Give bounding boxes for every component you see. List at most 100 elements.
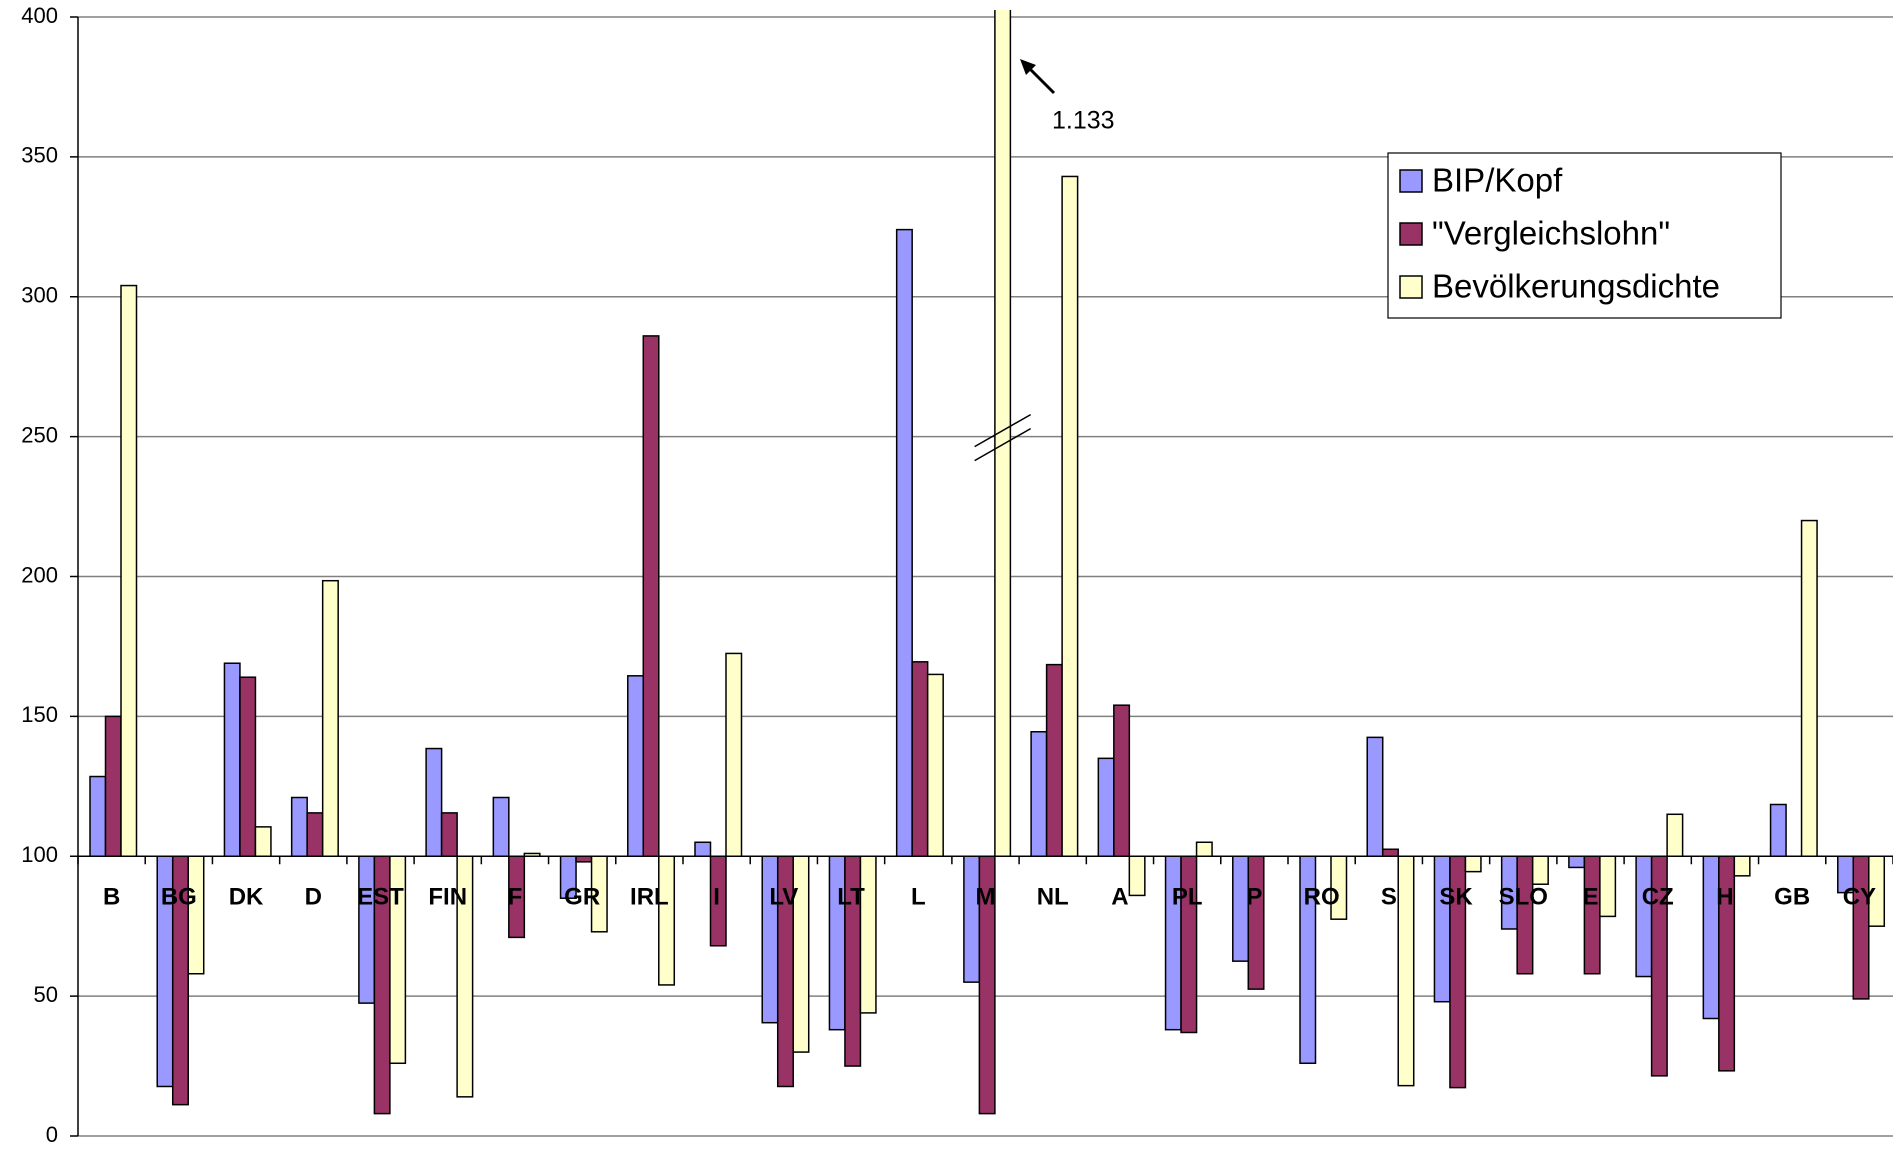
bar — [1635, 855, 1653, 978]
bar — [254, 826, 272, 857]
bar — [1599, 855, 1617, 918]
bar — [1464, 855, 1482, 873]
legend-swatch — [1399, 169, 1423, 193]
bar — [1531, 855, 1549, 885]
x-tick-label: P — [1246, 884, 1262, 911]
bar — [104, 715, 122, 857]
legend-label: Bevölkerungsdichte — [1432, 268, 1720, 305]
legend-swatch — [1399, 222, 1423, 246]
y-tick-label: 50 — [34, 982, 58, 1007]
x-tick-label: I — [713, 884, 720, 911]
x-tick-label: E — [1582, 884, 1598, 911]
bar — [1800, 519, 1818, 857]
bar — [1164, 855, 1182, 1031]
bar — [1097, 757, 1115, 858]
bar — [89, 775, 107, 857]
x-tick-label: SK — [1439, 884, 1473, 911]
bar — [1718, 855, 1736, 1072]
bar — [792, 855, 810, 1053]
bar — [1868, 855, 1886, 927]
bar — [1247, 855, 1265, 990]
x-tick-label: F — [508, 884, 523, 911]
bar — [1568, 855, 1586, 869]
bar — [290, 796, 308, 858]
bar — [1516, 855, 1534, 975]
bar — [828, 855, 846, 1031]
x-tick-label: M — [976, 884, 996, 911]
bar — [926, 673, 944, 857]
legend-label: BIP/Kopf — [1432, 162, 1563, 199]
bar — [171, 855, 189, 1106]
bar — [1650, 855, 1668, 1077]
x-tick-label: B — [103, 884, 120, 911]
x-tick-label: DK — [229, 884, 264, 911]
bar — [1381, 848, 1399, 857]
x-tick-label: RO — [1304, 884, 1340, 911]
bar — [321, 579, 339, 857]
bar — [1583, 855, 1601, 975]
bar — [1666, 813, 1684, 857]
bar — [508, 855, 526, 939]
bar — [1397, 855, 1415, 1087]
x-tick-label: FIN — [428, 884, 467, 911]
bar — [1299, 855, 1317, 1065]
x-tick-label: CZ — [1642, 884, 1674, 911]
x-tick-label: NL — [1037, 884, 1069, 911]
legend-swatch — [1399, 275, 1423, 299]
x-tick-label: PL — [1172, 884, 1203, 911]
x-tick-label: D — [305, 884, 322, 911]
x-tick-label: IRL — [630, 884, 669, 911]
bar — [859, 855, 877, 1014]
bar — [658, 855, 676, 986]
bar — [978, 855, 996, 1115]
y-tick-label: 400 — [21, 3, 58, 28]
bar — [627, 675, 645, 858]
bar — [492, 796, 510, 858]
bars — [89, 10, 1886, 1115]
arrow-head — [1020, 59, 1036, 75]
legend-box — [1387, 152, 1782, 319]
x-tick-label: GB — [1774, 884, 1810, 911]
bar — [1702, 855, 1720, 1020]
x-tick-label: H — [1716, 884, 1733, 911]
bar — [1366, 736, 1384, 858]
x-tick-label: LV — [769, 884, 798, 911]
bar — [120, 284, 138, 857]
bar — [590, 855, 608, 933]
bar — [1061, 175, 1079, 857]
x-tick-label: BG — [161, 884, 197, 911]
bar — [761, 855, 779, 1024]
bar — [1195, 841, 1213, 858]
bar — [523, 852, 541, 858]
bar — [223, 662, 241, 857]
bar — [1449, 855, 1467, 1089]
bar — [694, 841, 712, 858]
x-tick-label: L — [911, 884, 926, 911]
x-tick-label: S — [1381, 884, 1397, 911]
bar — [1180, 855, 1198, 1034]
bar — [1433, 855, 1451, 1003]
bar — [1852, 855, 1870, 1000]
y-tick-label: 200 — [21, 562, 58, 587]
x-tick-label: SLO — [1499, 884, 1548, 911]
bar — [456, 855, 474, 1098]
bar — [187, 855, 205, 975]
legend-label: "Vergleichslohn" — [1432, 215, 1670, 252]
bar — [1330, 855, 1348, 920]
y-tick-label: 300 — [21, 283, 58, 308]
bar — [994, 10, 1012, 857]
x-tick-label: A — [1111, 884, 1128, 911]
bar — [575, 855, 593, 863]
bar — [709, 855, 727, 947]
bar — [1113, 704, 1131, 857]
annotation: 1.133 — [1052, 107, 1115, 135]
y-tick-label: 150 — [21, 702, 58, 727]
y-tick-label: 100 — [21, 842, 58, 867]
y-tick-label: 350 — [21, 143, 58, 168]
x-tick-label: CY — [1843, 884, 1876, 911]
bar — [1128, 855, 1146, 897]
bar — [239, 676, 257, 858]
y-tick-label: 0 — [46, 1122, 58, 1147]
y-tick-label: 250 — [21, 422, 58, 447]
